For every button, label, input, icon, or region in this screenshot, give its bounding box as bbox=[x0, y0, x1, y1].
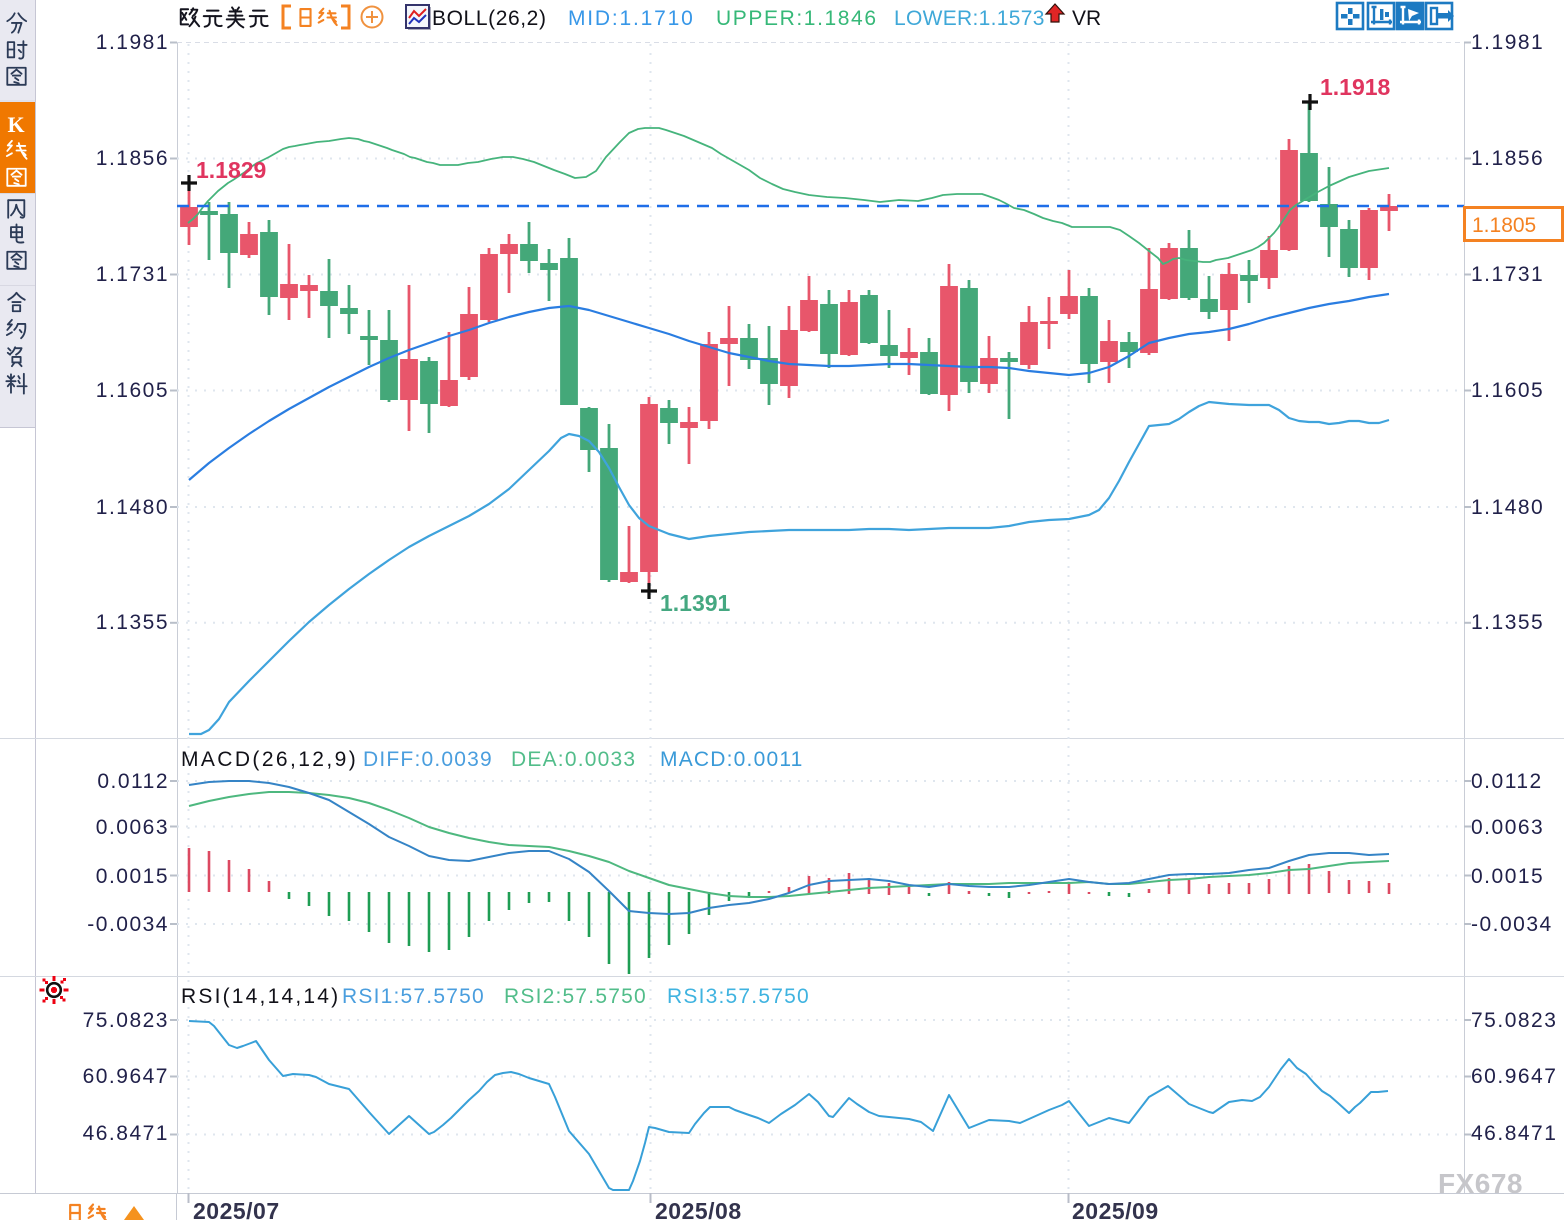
svg-text:MACD:0.0011: MACD:0.0011 bbox=[660, 748, 804, 771]
svg-text:2025/07: 2025/07 bbox=[193, 1198, 280, 1220]
svg-text:1.1605: 1.1605 bbox=[96, 379, 169, 402]
svg-text:60.9647: 60.9647 bbox=[1471, 1065, 1557, 1088]
svg-text:-0.0034: -0.0034 bbox=[87, 913, 169, 936]
svg-text:RSI3:57.5750: RSI3:57.5750 bbox=[667, 985, 810, 1008]
svg-text:1.1981: 1.1981 bbox=[1471, 31, 1544, 54]
svg-text:MID:1.1710: MID:1.1710 bbox=[568, 7, 695, 30]
svg-text:0.0112: 0.0112 bbox=[1471, 770, 1543, 793]
svg-text:K: K bbox=[7, 112, 24, 137]
svg-text:1.1981: 1.1981 bbox=[96, 31, 169, 54]
svg-text:0.0015: 0.0015 bbox=[1471, 865, 1544, 888]
svg-text:1.1480: 1.1480 bbox=[96, 496, 169, 519]
svg-text:FX678: FX678 bbox=[1438, 1168, 1523, 1199]
svg-text:VR: VR bbox=[1072, 7, 1101, 30]
svg-text:MACD(26,12,9): MACD(26,12,9) bbox=[181, 748, 358, 771]
svg-text:1.1355: 1.1355 bbox=[96, 611, 169, 634]
svg-text:46.8471: 46.8471 bbox=[1471, 1122, 1557, 1145]
svg-text:0.0063: 0.0063 bbox=[1471, 816, 1544, 839]
svg-text:2025/08: 2025/08 bbox=[655, 1198, 742, 1220]
svg-text:75.0823: 75.0823 bbox=[83, 1009, 169, 1032]
svg-text:0.0063: 0.0063 bbox=[96, 816, 169, 839]
svg-text:DIFF:0.0039: DIFF:0.0039 bbox=[363, 748, 493, 771]
svg-text:1.1731: 1.1731 bbox=[1471, 263, 1544, 286]
svg-text:1.1829: 1.1829 bbox=[196, 157, 266, 183]
svg-text:1.1918: 1.1918 bbox=[1320, 74, 1391, 100]
svg-text:1.1391: 1.1391 bbox=[660, 590, 731, 616]
svg-text:RSI1:57.5750: RSI1:57.5750 bbox=[342, 985, 485, 1008]
svg-text:75.0823: 75.0823 bbox=[1471, 1009, 1557, 1032]
svg-text:BOLL(26,2): BOLL(26,2) bbox=[432, 7, 547, 30]
svg-text:46.8471: 46.8471 bbox=[83, 1122, 169, 1145]
svg-text:1.1355: 1.1355 bbox=[1471, 611, 1544, 634]
svg-text:RSI2:57.5750: RSI2:57.5750 bbox=[504, 985, 647, 1008]
svg-text:1.1805: 1.1805 bbox=[1472, 214, 1536, 237]
svg-text:UPPER:1.1846: UPPER:1.1846 bbox=[716, 7, 878, 30]
svg-text:DEA:0.0033: DEA:0.0033 bbox=[511, 748, 636, 771]
svg-text:0.0015: 0.0015 bbox=[96, 865, 169, 888]
svg-text:1.1605: 1.1605 bbox=[1471, 379, 1544, 402]
svg-text:LOWER:1.1573: LOWER:1.1573 bbox=[894, 7, 1045, 30]
svg-text:RSI(14,14,14): RSI(14,14,14) bbox=[181, 985, 340, 1008]
svg-text:1.1480: 1.1480 bbox=[1471, 496, 1544, 519]
svg-text:1.1856: 1.1856 bbox=[1471, 147, 1544, 170]
svg-text:-0.0034: -0.0034 bbox=[1471, 913, 1553, 936]
svg-text:0.0112: 0.0112 bbox=[97, 770, 169, 793]
svg-text:1.1856: 1.1856 bbox=[96, 147, 169, 170]
svg-text:1.1731: 1.1731 bbox=[96, 263, 169, 286]
svg-text:60.9647: 60.9647 bbox=[83, 1065, 169, 1088]
svg-text:2025/09: 2025/09 bbox=[1072, 1198, 1159, 1220]
